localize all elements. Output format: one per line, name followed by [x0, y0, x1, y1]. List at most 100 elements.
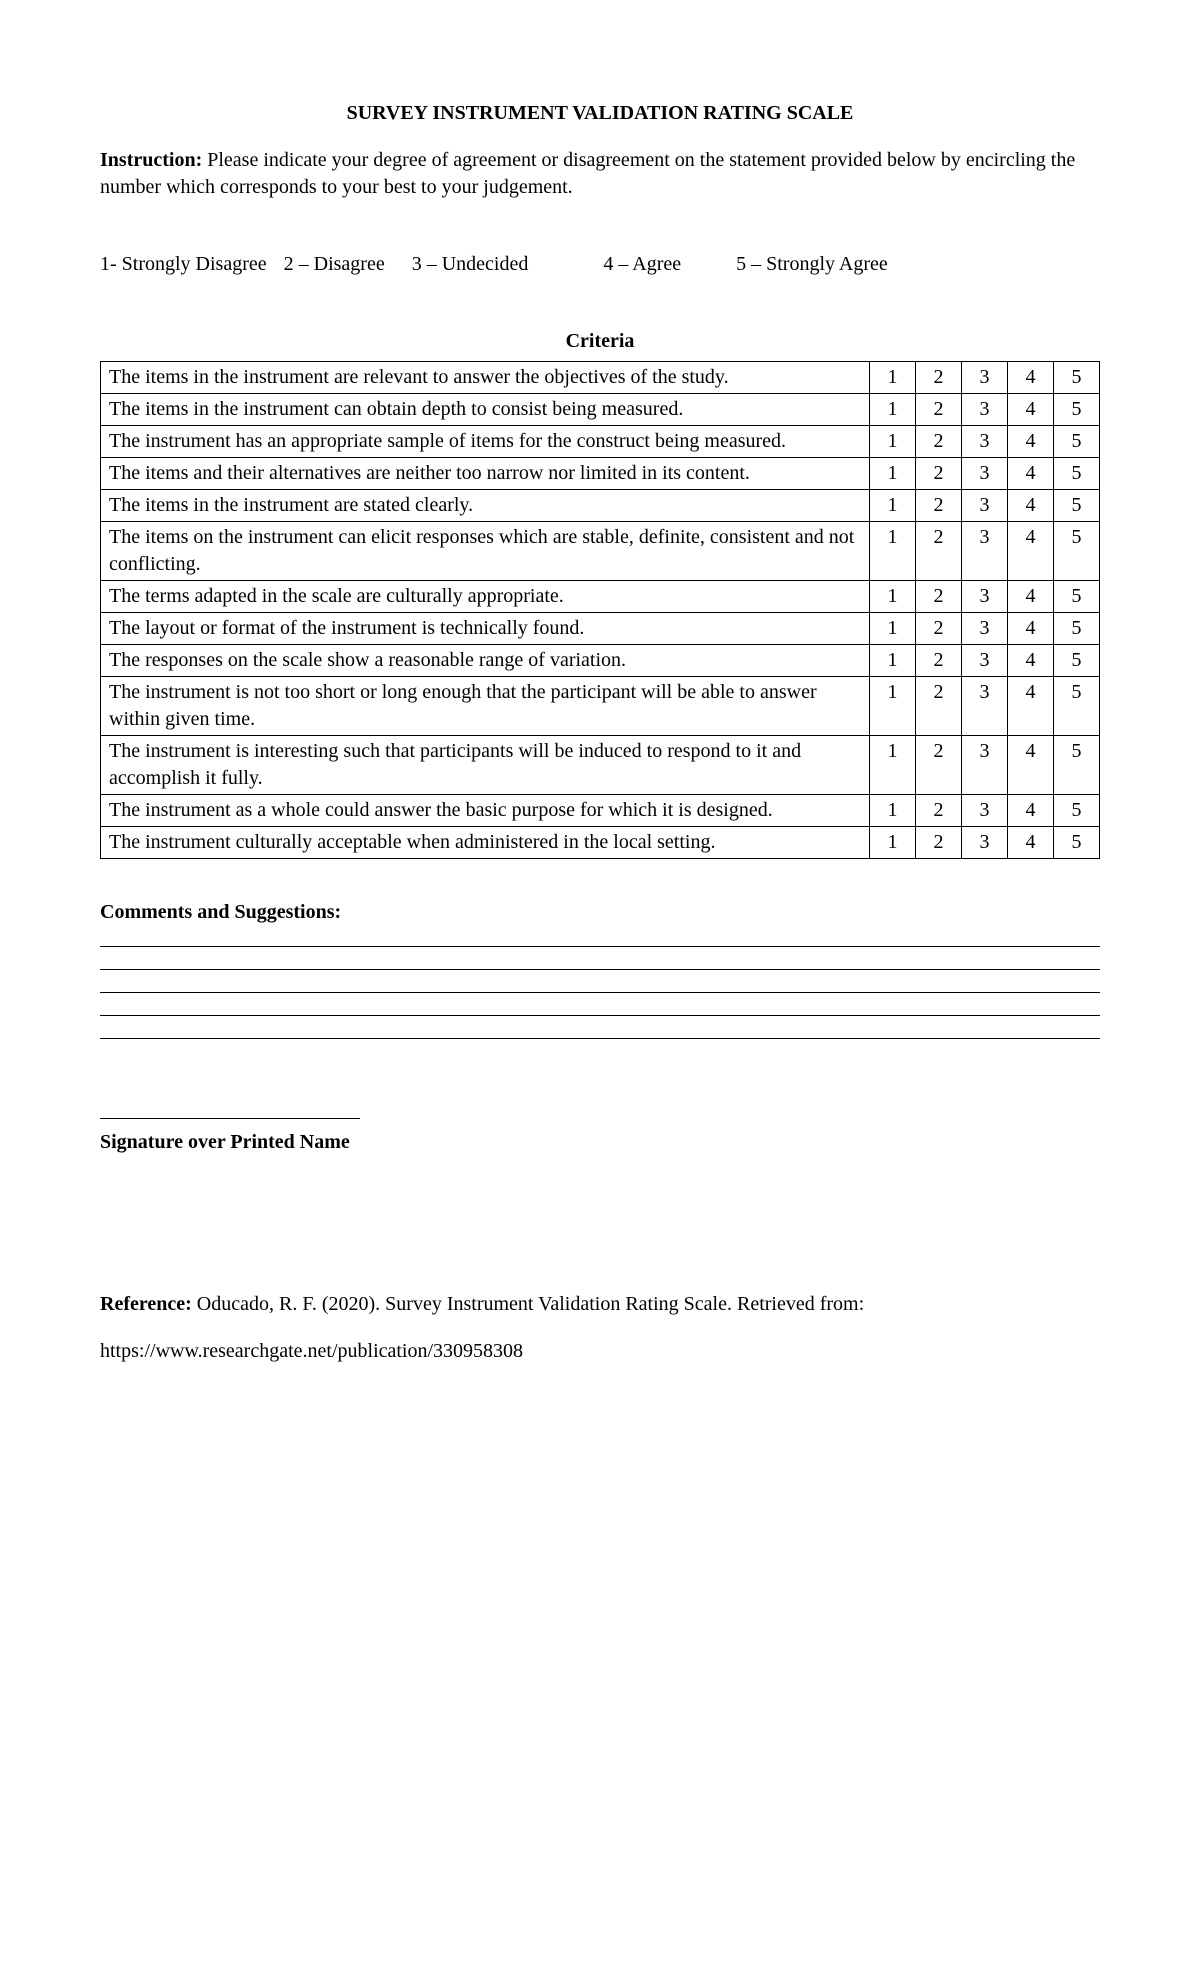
- rating-cell[interactable]: 5: [1054, 613, 1100, 645]
- table-row: The items and their alternatives are nei…: [101, 458, 1100, 490]
- rating-cell[interactable]: 5: [1054, 458, 1100, 490]
- rating-cell[interactable]: 3: [962, 581, 1008, 613]
- rating-cell[interactable]: 4: [1008, 645, 1054, 677]
- comment-line: [100, 969, 1100, 970]
- rating-cell[interactable]: 2: [916, 827, 962, 859]
- criteria-cell: The instrument is not too short or long …: [101, 677, 870, 736]
- comment-line: [100, 1038, 1100, 1039]
- rating-cell[interactable]: 5: [1054, 394, 1100, 426]
- rating-cell[interactable]: 1: [870, 522, 916, 581]
- criteria-table: The items in the instrument are relevant…: [100, 361, 1100, 859]
- instruction-label: Instruction:: [100, 149, 202, 171]
- rating-cell[interactable]: 2: [916, 426, 962, 458]
- rating-cell[interactable]: 5: [1054, 677, 1100, 736]
- rating-cell[interactable]: 2: [916, 394, 962, 426]
- rating-cell[interactable]: 1: [870, 458, 916, 490]
- comment-line: [100, 946, 1100, 947]
- criteria-cell: The instrument is interesting such that …: [101, 736, 870, 795]
- legend-item-2: 2 – Disagree: [284, 251, 385, 278]
- rating-cell[interactable]: 1: [870, 645, 916, 677]
- rating-cell[interactable]: 3: [962, 426, 1008, 458]
- rating-cell[interactable]: 2: [916, 581, 962, 613]
- rating-cell[interactable]: 1: [870, 426, 916, 458]
- rating-cell[interactable]: 1: [870, 677, 916, 736]
- rating-cell[interactable]: 4: [1008, 394, 1054, 426]
- rating-cell[interactable]: 5: [1054, 827, 1100, 859]
- rating-cell[interactable]: 1: [870, 736, 916, 795]
- rating-cell[interactable]: 5: [1054, 581, 1100, 613]
- criteria-cell: The responses on the scale show a reason…: [101, 645, 870, 677]
- rating-cell[interactable]: 1: [870, 362, 916, 394]
- rating-cell[interactable]: 2: [916, 795, 962, 827]
- rating-cell[interactable]: 4: [1008, 677, 1054, 736]
- table-row: The instrument is interesting such that …: [101, 736, 1100, 795]
- rating-cell[interactable]: 2: [916, 645, 962, 677]
- criteria-cell: The items on the instrument can elicit r…: [101, 522, 870, 581]
- reference-block: Reference: Oducado, R. F. (2020). Survey…: [100, 1286, 1100, 1322]
- rating-cell[interactable]: 1: [870, 490, 916, 522]
- signature-line: [100, 1099, 360, 1119]
- rating-cell[interactable]: 3: [962, 490, 1008, 522]
- rating-cell[interactable]: 5: [1054, 490, 1100, 522]
- rating-cell[interactable]: 3: [962, 677, 1008, 736]
- rating-cell[interactable]: 2: [916, 736, 962, 795]
- rating-cell[interactable]: 1: [870, 613, 916, 645]
- signature-label: Signature over Printed Name: [100, 1129, 1100, 1156]
- table-row: The items on the instrument can elicit r…: [101, 522, 1100, 581]
- comment-line: [100, 992, 1100, 993]
- table-row: The instrument has an appropriate sample…: [101, 426, 1100, 458]
- rating-cell[interactable]: 3: [962, 736, 1008, 795]
- rating-cell[interactable]: 4: [1008, 490, 1054, 522]
- criteria-cell: The layout or format of the instrument i…: [101, 613, 870, 645]
- rating-cell[interactable]: 1: [870, 827, 916, 859]
- table-row: The items in the instrument can obtain d…: [101, 394, 1100, 426]
- rating-cell[interactable]: 4: [1008, 795, 1054, 827]
- rating-cell[interactable]: 4: [1008, 827, 1054, 859]
- rating-cell[interactable]: 4: [1008, 522, 1054, 581]
- rating-cell[interactable]: 3: [962, 613, 1008, 645]
- criteria-cell: The items in the instrument can obtain d…: [101, 394, 870, 426]
- rating-cell[interactable]: 4: [1008, 613, 1054, 645]
- rating-cell[interactable]: 1: [870, 795, 916, 827]
- rating-cell[interactable]: 2: [916, 677, 962, 736]
- criteria-heading: Criteria: [100, 328, 1100, 355]
- rating-cell[interactable]: 4: [1008, 458, 1054, 490]
- criteria-cell: The instrument culturally acceptable whe…: [101, 827, 870, 859]
- rating-cell[interactable]: 3: [962, 458, 1008, 490]
- rating-cell[interactable]: 3: [962, 362, 1008, 394]
- table-row: The instrument as a whole could answer t…: [101, 795, 1100, 827]
- rating-cell[interactable]: 2: [916, 613, 962, 645]
- rating-cell[interactable]: 1: [870, 394, 916, 426]
- rating-cell[interactable]: 3: [962, 795, 1008, 827]
- rating-cell[interactable]: 5: [1054, 736, 1100, 795]
- rating-cell[interactable]: 3: [962, 394, 1008, 426]
- table-row: The responses on the scale show a reason…: [101, 645, 1100, 677]
- rating-cell[interactable]: 5: [1054, 426, 1100, 458]
- criteria-cell: The instrument has an appropriate sample…: [101, 426, 870, 458]
- rating-cell[interactable]: 5: [1054, 795, 1100, 827]
- rating-cell[interactable]: 3: [962, 645, 1008, 677]
- legend-item-4: 4 – Agree: [603, 251, 681, 278]
- rating-cell[interactable]: 3: [962, 522, 1008, 581]
- scale-legend: 1- Strongly Disagree 2 – Disagree 3 – Un…: [100, 251, 1100, 278]
- rating-cell[interactable]: 5: [1054, 522, 1100, 581]
- rating-cell[interactable]: 4: [1008, 581, 1054, 613]
- rating-cell[interactable]: 2: [916, 458, 962, 490]
- rating-cell[interactable]: 5: [1054, 645, 1100, 677]
- comment-line: [100, 1015, 1100, 1016]
- reference-text: Oducado, R. F. (2020). Survey Instrument…: [192, 1293, 864, 1315]
- rating-cell[interactable]: 2: [916, 522, 962, 581]
- rating-cell[interactable]: 3: [962, 827, 1008, 859]
- criteria-cell: The terms adapted in the scale are cultu…: [101, 581, 870, 613]
- rating-cell[interactable]: 4: [1008, 362, 1054, 394]
- rating-cell[interactable]: 4: [1008, 736, 1054, 795]
- rating-cell[interactable]: 5: [1054, 362, 1100, 394]
- table-row: The items in the instrument are stated c…: [101, 490, 1100, 522]
- table-row: The layout or format of the instrument i…: [101, 613, 1100, 645]
- rating-cell[interactable]: 2: [916, 490, 962, 522]
- rating-cell[interactable]: 4: [1008, 426, 1054, 458]
- comments-label: Comments and Suggestions:: [100, 899, 1100, 926]
- reference-label: Reference:: [100, 1293, 192, 1315]
- rating-cell[interactable]: 1: [870, 581, 916, 613]
- rating-cell[interactable]: 2: [916, 362, 962, 394]
